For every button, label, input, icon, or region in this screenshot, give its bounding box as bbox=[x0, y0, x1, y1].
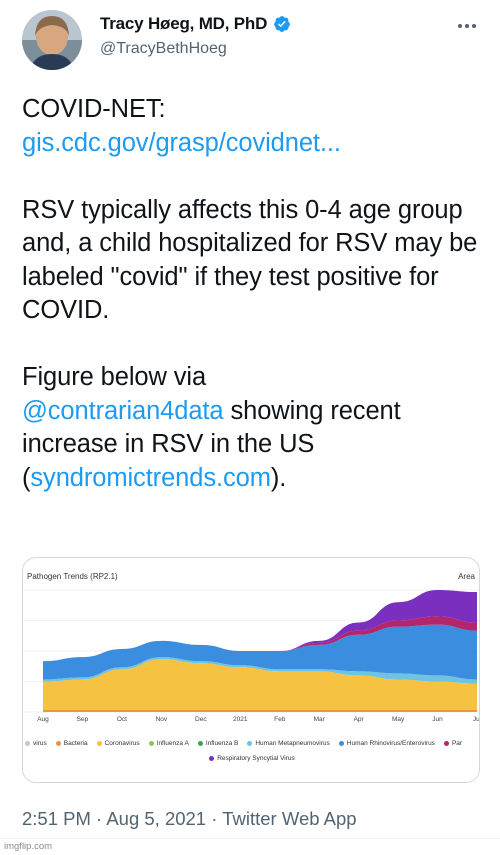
x-tick-label: Oct bbox=[117, 716, 127, 723]
legend-label: Respiratory Syncytial Virus bbox=[217, 755, 295, 762]
mention-link[interactable]: @contrarian4data bbox=[22, 396, 224, 425]
rsv-paragraph: RSV typically affects this 0-4 age group… bbox=[22, 195, 478, 325]
legend-item[interactable]: virus bbox=[25, 740, 47, 747]
chart-legend: virus Bacteria Coronavirus Influenza A Influ… bbox=[23, 740, 479, 762]
legend-item[interactable]: Human Metapneumovirus bbox=[247, 740, 330, 747]
legend-swatch-icon bbox=[443, 741, 449, 746]
legend-swatch-icon bbox=[247, 741, 253, 746]
tweet-body: COVID-NET: gis.cdc.gov/grasp/covidnet...… bbox=[22, 93, 484, 495]
legend-swatch-icon bbox=[338, 741, 344, 746]
legend-item[interactable]: Influenza A bbox=[148, 740, 189, 747]
legend-label: Bacteria bbox=[63, 740, 88, 747]
legend-label: Par bbox=[451, 740, 463, 747]
area-series-respiratory-syncytial-virus bbox=[43, 590, 477, 662]
legend-swatch-icon bbox=[55, 741, 61, 746]
x-tick-label: Sep bbox=[77, 716, 89, 723]
x-tick-label: Nov bbox=[156, 716, 168, 723]
x-tick-label: Feb bbox=[274, 716, 286, 723]
legend-item[interactable]: Coronavirus bbox=[96, 740, 140, 747]
tweet-header: Tracy Høeg, MD, PhD @TracyBethHoeg bbox=[22, 6, 482, 78]
tweet-timestamp[interactable]: 2:51 PM · Aug 5, 2021 · Twitter Web App bbox=[22, 808, 357, 829]
syndromic-link[interactable]: syndromictrends.com bbox=[30, 463, 271, 492]
chart-title: Pathogen Trends (RP2.1) bbox=[27, 572, 118, 581]
legend-item[interactable]: Par bbox=[443, 740, 463, 747]
legend-swatch-icon bbox=[25, 741, 30, 746]
legend-label: virus bbox=[33, 740, 47, 747]
area-series-coronavirus bbox=[43, 659, 477, 710]
area-chart: Aug Sep Oct Nov Dec 2021 Feb Mar Apr May Jun Jul bbox=[23, 589, 480, 723]
legend-item[interactable]: Respiratory Syncytial Virus bbox=[209, 755, 295, 762]
legend-label: Influenza A bbox=[156, 740, 189, 747]
legend-label: Human Metapneumovirus bbox=[255, 740, 330, 747]
area-series-bacteria bbox=[43, 709, 477, 712]
area-series-par bbox=[43, 616, 477, 662]
author-handle[interactable]: @TracyBethHoeg bbox=[100, 40, 227, 57]
legend-swatch-icon bbox=[96, 741, 102, 746]
x-tick-label: Apr bbox=[354, 716, 365, 723]
x-tick-label: 2021 bbox=[233, 716, 248, 723]
x-tick-label: Jun bbox=[432, 716, 443, 723]
cdc-link[interactable]: gis.cdc.gov/grasp/covidnet... bbox=[22, 128, 341, 157]
legend-item[interactable]: Human Rhinovirus/Enterovirus bbox=[338, 740, 435, 747]
x-tick-label: May bbox=[392, 716, 405, 723]
figure-paragraph: Figure below via @contrarian4data showing… bbox=[22, 363, 401, 492]
covidnet-line: COVID-NET: bbox=[22, 95, 166, 123]
legend-swatch-icon bbox=[197, 741, 203, 746]
chart-corner-label: Area bbox=[458, 572, 475, 581]
legend-swatch-icon bbox=[148, 741, 154, 746]
legend-item[interactable]: Influenza B bbox=[197, 740, 239, 747]
watermark: imgflip.com bbox=[4, 841, 53, 852]
legend-item[interactable]: Bacteria bbox=[55, 740, 88, 747]
x-tick-label: Mar bbox=[314, 716, 326, 723]
legend-label: Influenza B bbox=[205, 740, 239, 747]
legend-label: Human Rhinovirus/Enterovirus bbox=[346, 740, 435, 747]
area-series-human-rhinovirus-enterovirus bbox=[43, 624, 477, 680]
author-name[interactable]: Tracy Høeg, MD, PhD bbox=[100, 14, 268, 33]
avatar[interactable] bbox=[22, 10, 82, 70]
x-tick-label: Jul bbox=[473, 716, 480, 723]
x-tick-label: Dec bbox=[195, 716, 207, 723]
legend-label: Coronavirus bbox=[104, 740, 140, 747]
legend-swatch-icon bbox=[209, 756, 215, 761]
tweet-media-chart[interactable]: Pathogen Trends (RP2.1) Area Aug Sep Oct No… bbox=[22, 557, 480, 783]
x-tick-label: Aug bbox=[37, 716, 49, 723]
area-series-human-metapneumovirus bbox=[43, 657, 477, 684]
divider bbox=[0, 838, 500, 839]
more-options-icon[interactable] bbox=[454, 16, 480, 36]
verified-badge-icon bbox=[274, 16, 291, 32]
